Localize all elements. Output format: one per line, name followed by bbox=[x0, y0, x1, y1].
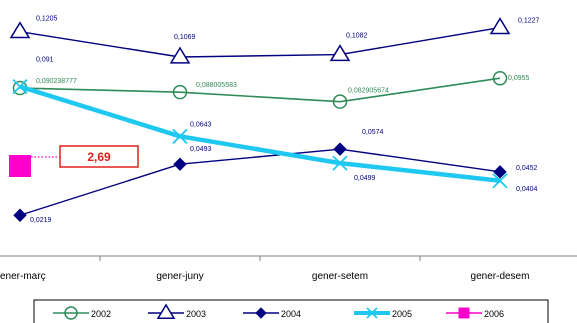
data-label: 0,0493 bbox=[190, 146, 212, 153]
annotation: 2,69 bbox=[9, 146, 138, 177]
data-label: 0,0499 bbox=[354, 175, 376, 182]
data-label: 0,0404 bbox=[516, 186, 538, 193]
data-label: 0,1205 bbox=[36, 16, 58, 23]
legend-label: 2005 bbox=[392, 309, 412, 319]
data-label: 0,0452 bbox=[516, 165, 538, 172]
data-label: 0,091 bbox=[36, 57, 54, 64]
x-tick-label: gener-juny bbox=[156, 271, 203, 282]
x-axis: gener-març gener-juny gener-setem gener-des… bbox=[0, 256, 577, 282]
legend-label: 2003 bbox=[186, 309, 206, 319]
data-label: 0,1227 bbox=[518, 18, 540, 25]
marker-triangle bbox=[11, 23, 29, 38]
series-line-2003 bbox=[20, 28, 500, 57]
data-labels: 0,090238777 0,088005583 0,082905674 0,0955 0… bbox=[30, 16, 540, 225]
legend-label: 2004 bbox=[281, 309, 301, 319]
marker-square-2006 bbox=[9, 155, 31, 177]
legend: 2002 2003 2004 2005 2006 bbox=[34, 300, 548, 323]
marker-diamond bbox=[14, 209, 26, 221]
marker-square bbox=[459, 308, 469, 318]
legend-label: 2002 bbox=[91, 309, 111, 319]
marker-diamond bbox=[334, 143, 346, 155]
data-label: 0,0955 bbox=[508, 75, 530, 82]
marker-triangle bbox=[491, 19, 509, 34]
data-label: 0,088005583 bbox=[196, 82, 237, 89]
data-label: 0,0219 bbox=[30, 217, 52, 224]
series-layer bbox=[11, 19, 509, 222]
data-label: 0,1082 bbox=[346, 33, 368, 40]
x-tick-label: gener-setem bbox=[312, 271, 368, 282]
legend-label: 2006 bbox=[484, 309, 504, 319]
data-label: 0,090238777 bbox=[36, 78, 77, 85]
x-tick-label: gener-desem bbox=[471, 271, 530, 282]
annotation-value: 2,69 bbox=[87, 150, 111, 164]
marker-diamond bbox=[174, 158, 186, 170]
data-label: 0,0643 bbox=[190, 121, 212, 128]
x-tick-label: gener-març bbox=[0, 271, 46, 282]
data-label: 0,082905674 bbox=[348, 88, 389, 95]
data-label: 0,0574 bbox=[362, 129, 384, 136]
data-label: 0,1069 bbox=[174, 34, 196, 41]
series-line-2002 bbox=[20, 78, 500, 101]
